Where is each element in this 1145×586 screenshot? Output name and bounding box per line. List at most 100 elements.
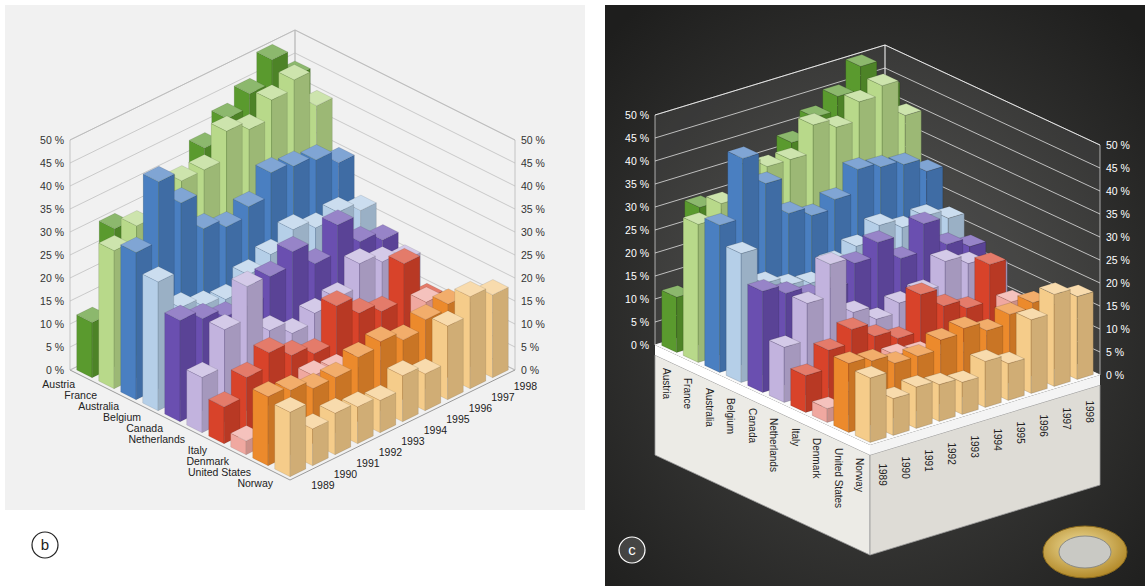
bar-front <box>1031 315 1047 394</box>
bars <box>662 55 1094 443</box>
bar-top <box>322 210 353 225</box>
tick-label: 5 % <box>1106 346 1124 358</box>
country-label: Belgium <box>725 398 736 434</box>
year-label: 1998 <box>514 380 538 392</box>
country-label: Denmark <box>811 438 822 480</box>
bar-side <box>275 405 290 477</box>
bar-top <box>257 44 288 59</box>
bar-top <box>256 157 287 172</box>
bar-side <box>834 356 849 432</box>
bar-front <box>962 377 978 414</box>
tick-label: 0 % <box>631 339 649 351</box>
year-label: 1997 <box>491 391 515 403</box>
bar-top <box>970 350 1001 362</box>
figure: 0 % 0 % 5 % 5 % 10 % 10 % 15 % 15 % 20 % 20 % 25 %… <box>0 0 1145 586</box>
bar-top <box>344 248 375 263</box>
bar-top <box>903 344 934 356</box>
tick-label: 15 % <box>625 270 649 282</box>
bar-top <box>728 147 759 159</box>
country-label: Norway <box>854 458 865 492</box>
bar-side <box>121 245 136 400</box>
bar-top <box>791 364 822 376</box>
tick-label: 50 % <box>1106 139 1130 151</box>
bar-side <box>165 313 180 422</box>
bars <box>77 44 509 476</box>
bar-top <box>256 85 287 100</box>
panel-0: 0 %0 %5 %5 %10 %10 %15 %15 %20 %20 %25 %… <box>5 5 585 558</box>
bar-front <box>1008 359 1024 401</box>
bar-top <box>1016 308 1047 320</box>
country-label: France <box>682 378 693 410</box>
bar-top <box>863 231 894 243</box>
bar-front <box>939 380 955 422</box>
bar-side <box>683 217 698 362</box>
bar-top <box>705 213 736 225</box>
bar-top <box>321 291 352 306</box>
bar-front <box>470 289 486 389</box>
bar-top <box>846 55 877 67</box>
bar-top <box>726 242 757 254</box>
bar-top <box>909 212 940 224</box>
bar-top <box>769 335 800 347</box>
tick-label: 20 % <box>521 272 545 284</box>
tick-label: 40 % <box>1106 185 1130 197</box>
bar-front <box>893 394 909 436</box>
tick-label: 45 % <box>40 157 64 169</box>
tick-label: 20 % <box>625 247 649 259</box>
tick-label: 30 % <box>625 201 649 213</box>
tick-label: 15 % <box>1106 300 1130 312</box>
tick-label: 25 % <box>40 249 64 261</box>
tick-label: 35 % <box>1106 208 1130 220</box>
bar-front <box>916 382 932 428</box>
year-label: 1989 <box>311 479 335 491</box>
bar-top <box>815 252 846 264</box>
bar-top <box>187 362 218 377</box>
bar-top <box>279 65 310 80</box>
bar-top <box>834 352 865 364</box>
bar-top <box>121 237 152 252</box>
country-label: United States <box>833 448 844 508</box>
bar-top <box>389 248 420 263</box>
tick-label: 50 % <box>40 134 64 146</box>
bar-side <box>253 389 268 466</box>
bar-top <box>455 281 486 296</box>
bar-top <box>143 166 174 181</box>
bar-top <box>949 317 980 329</box>
year-label: 1994 <box>424 424 448 436</box>
bar-side <box>855 371 870 442</box>
tick-label: 10 % <box>625 293 649 305</box>
year-label: 1996 <box>469 402 493 414</box>
bar-top <box>189 155 220 170</box>
year-label: 1994 <box>992 429 1003 452</box>
year-label: 1996 <box>1038 415 1049 438</box>
bar-front <box>290 405 306 477</box>
bar-top <box>277 236 308 251</box>
year-label: 1991 <box>356 457 380 469</box>
bar-side <box>726 247 741 383</box>
country-label: Australia <box>704 388 715 427</box>
tick-label: 5 % <box>46 341 64 353</box>
year-label: 1989 <box>877 464 888 487</box>
bar-top <box>926 328 957 340</box>
year-label: 1993 <box>969 436 980 459</box>
bar-top <box>864 214 895 226</box>
bar-top <box>798 113 829 125</box>
tick-label: 5 % <box>521 341 539 353</box>
bar-top <box>1039 283 1070 295</box>
bar-top <box>775 148 806 160</box>
bar-top <box>820 188 851 200</box>
bar-top <box>365 326 396 341</box>
tick-label: 40 % <box>521 180 545 192</box>
bar-side <box>769 340 784 402</box>
tick-label: 10 % <box>1106 323 1130 335</box>
bar-top <box>233 191 264 206</box>
tick-label: 30 % <box>521 226 545 238</box>
tick-label: 10 % <box>40 318 64 330</box>
bar-top <box>165 305 196 320</box>
bar-top <box>906 283 937 295</box>
coin-center <box>1059 536 1111 568</box>
bar-top <box>320 362 351 377</box>
coin <box>1043 526 1127 578</box>
country-label: Austria <box>661 368 672 400</box>
tick-label: 0 % <box>46 364 64 376</box>
